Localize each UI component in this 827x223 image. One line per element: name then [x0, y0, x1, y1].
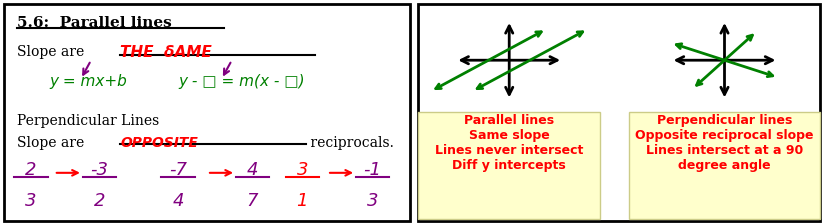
Text: y - □ = m(x - □): y - □ = m(x - □) — [178, 74, 304, 89]
Text: 2: 2 — [93, 192, 105, 210]
Text: 1: 1 — [296, 192, 308, 210]
Text: reciprocals.: reciprocals. — [306, 136, 394, 150]
Text: y = mx+b: y = mx+b — [50, 74, 127, 89]
Text: Perpendicular lines
Opposite reciprocal slope
Lines intersect at a 90
degree ang: Perpendicular lines Opposite reciprocal … — [634, 114, 813, 172]
Text: Slope are: Slope are — [17, 45, 88, 59]
Text: -1: -1 — [363, 161, 381, 179]
Text: Slope are: Slope are — [17, 136, 88, 150]
Text: 7: 7 — [246, 192, 258, 210]
Text: -7: -7 — [169, 161, 187, 179]
Text: 2: 2 — [26, 161, 36, 179]
Text: 3: 3 — [26, 192, 36, 210]
Text: Perpendicular Lines: Perpendicular Lines — [17, 114, 159, 128]
FancyBboxPatch shape — [4, 4, 409, 221]
Text: 4: 4 — [246, 161, 258, 179]
FancyBboxPatch shape — [418, 4, 819, 221]
Text: Parallel lines
Same slope
Lines never intersect
Diff y intercepts: Parallel lines Same slope Lines never in… — [434, 114, 583, 172]
Text: 4: 4 — [172, 192, 184, 210]
Text: 3: 3 — [366, 192, 378, 210]
Text: OPPOSITE: OPPOSITE — [120, 136, 198, 150]
Text: -3: -3 — [90, 161, 108, 179]
Text: 3: 3 — [296, 161, 308, 179]
FancyBboxPatch shape — [418, 112, 600, 219]
Text: THE  δAME: THE δAME — [120, 45, 212, 60]
FancyBboxPatch shape — [629, 112, 819, 219]
Text: 5.6:  Parallel lines: 5.6: Parallel lines — [17, 16, 171, 30]
